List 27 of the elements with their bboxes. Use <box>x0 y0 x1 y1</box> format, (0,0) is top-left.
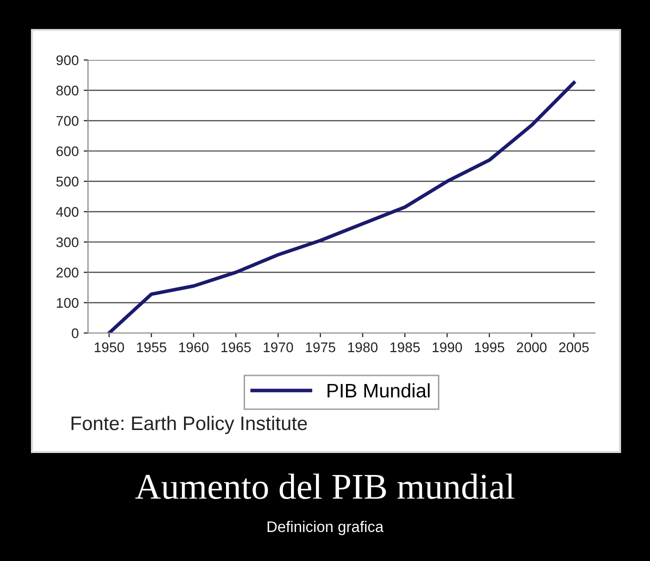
x-tick-label: 1985 <box>390 342 420 352</box>
x-tick-label: 1955 <box>136 342 166 352</box>
y-tick-label: 500 <box>56 176 78 187</box>
x-tick-label: 2005 <box>559 342 589 352</box>
x-tick-label: 2000 <box>516 342 547 352</box>
y-tick-label: 300 <box>56 237 78 248</box>
y-tick-label: 200 <box>56 268 78 278</box>
x-tick-label: 1950 <box>94 342 124 352</box>
y-tick-label: 0 <box>72 328 78 338</box>
y-tick-label: 100 <box>56 298 78 308</box>
text: Definicion grafica <box>268 520 384 536</box>
line-series <box>107 81 576 333</box>
source-note: Fonte: Earth Policy Institute <box>72 416 307 434</box>
y-tick-label: 400 <box>56 207 78 217</box>
x-tick-label: 1970 <box>264 342 294 352</box>
text: Aumento del PIB mundial <box>135 474 514 500</box>
x-tick-label: 1990 <box>432 342 462 352</box>
y-tick-label: 700 <box>56 116 78 126</box>
x-tick-label: 1975 <box>306 342 336 352</box>
x-tick-label: 1965 <box>221 342 251 352</box>
x-tick-label: 1995 <box>474 342 504 352</box>
x-tick-label: 1980 <box>348 342 378 352</box>
y-tick-label: 600 <box>56 146 78 156</box>
legend-label: PIB Mundial <box>328 383 430 398</box>
x-tick-label: 1960 <box>179 342 209 352</box>
y-tick-label: 900 <box>56 55 78 66</box>
y-tick-label: 800 <box>56 86 78 96</box>
